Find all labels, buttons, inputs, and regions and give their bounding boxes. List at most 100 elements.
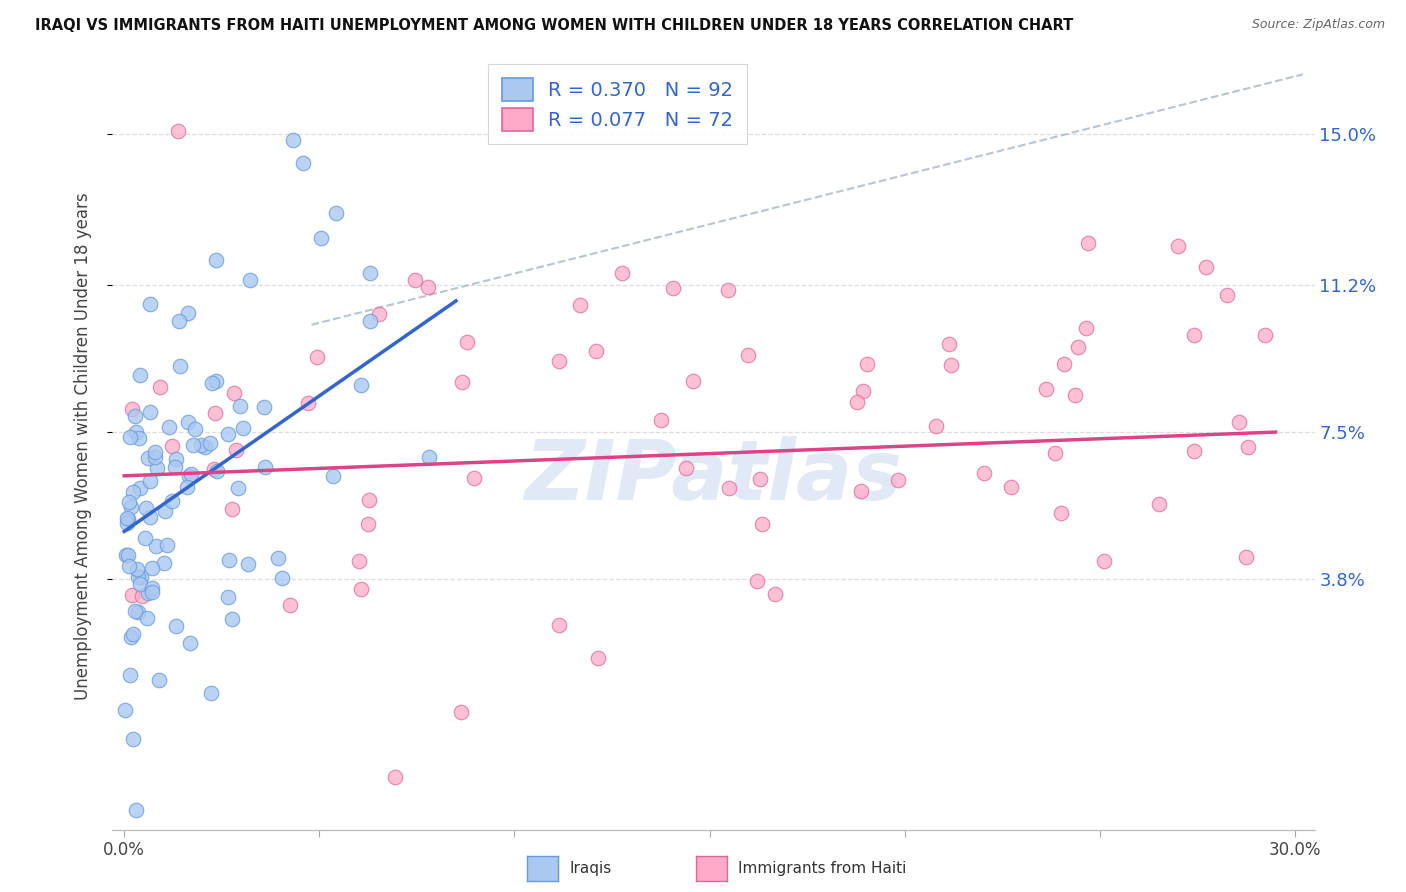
Point [141, 584, 163, 599]
Point [586, 651, 609, 665]
Point [122, 626, 145, 640]
Point [121, 401, 143, 416]
Point [114, 703, 136, 717]
Point [145, 539, 167, 553]
Point [163, 460, 186, 475]
Point [612, 266, 634, 280]
Point [118, 667, 141, 681]
Point [1094, 553, 1116, 567]
Point [1053, 357, 1076, 371]
Point [143, 450, 166, 465]
Point [218, 553, 240, 567]
Point [281, 133, 304, 147]
Text: Source: ZipAtlas.com: Source: ZipAtlas.com [1251, 18, 1385, 31]
Point [125, 803, 148, 817]
Point [278, 598, 301, 612]
Point [141, 581, 163, 595]
Point [765, 587, 787, 601]
Point [122, 731, 145, 746]
Point [357, 517, 380, 532]
Point [222, 386, 245, 401]
Point [139, 474, 162, 488]
Point [887, 473, 910, 487]
Point [160, 494, 183, 508]
Point [124, 604, 146, 618]
Point [149, 380, 172, 394]
Point [322, 468, 344, 483]
Point [846, 394, 869, 409]
Point [225, 442, 247, 457]
Point [162, 439, 184, 453]
Point [650, 413, 672, 427]
Point [127, 605, 149, 619]
Point [751, 517, 773, 532]
Point [229, 399, 252, 413]
Point [200, 435, 222, 450]
Point [717, 283, 740, 297]
Point [124, 409, 146, 424]
Point [136, 610, 159, 624]
Point [717, 481, 740, 495]
Point [120, 630, 142, 644]
Point [1227, 415, 1250, 429]
Point [1254, 327, 1277, 342]
Text: Iraqis: Iraqis [569, 862, 612, 876]
Point [347, 554, 370, 568]
Point [181, 438, 204, 452]
Point [117, 511, 139, 525]
Point [938, 337, 960, 351]
Point [368, 307, 391, 321]
Point [221, 612, 243, 626]
Point [418, 280, 440, 294]
Point [675, 461, 697, 475]
Point [359, 313, 381, 327]
Point [450, 705, 472, 719]
Point [1182, 444, 1205, 458]
Point [418, 450, 440, 464]
Point [271, 570, 294, 584]
Point [205, 252, 228, 267]
Point [1234, 549, 1257, 564]
Point [129, 570, 152, 584]
Point [166, 451, 188, 466]
Point [139, 510, 162, 524]
Point [114, 548, 136, 562]
Point [547, 354, 569, 368]
Point [176, 480, 198, 494]
Point [1063, 387, 1085, 401]
Point [205, 374, 228, 388]
Point [157, 420, 180, 434]
Point [205, 464, 228, 478]
Point [118, 495, 141, 509]
Point [737, 348, 759, 362]
Point [141, 561, 163, 575]
Point [204, 406, 226, 420]
Point [682, 374, 704, 388]
Point [201, 376, 224, 390]
Point [128, 368, 150, 383]
Point [456, 335, 478, 350]
Point [177, 469, 200, 483]
Point [146, 461, 169, 475]
Point [1237, 440, 1260, 454]
Point [135, 501, 157, 516]
Text: ZIPatlas: ZIPatlas [524, 436, 903, 517]
Point [1194, 260, 1216, 274]
Point [138, 585, 160, 599]
Point [1216, 288, 1239, 302]
Point [253, 400, 276, 414]
Point [128, 577, 150, 591]
Point [221, 501, 243, 516]
Point [941, 358, 963, 372]
Point [1182, 328, 1205, 343]
Point [128, 431, 150, 445]
Point [855, 357, 877, 371]
Point [169, 359, 191, 373]
Point [167, 124, 190, 138]
Point [350, 377, 373, 392]
Point [266, 550, 288, 565]
Point [226, 481, 249, 495]
Point [127, 570, 149, 584]
Point [236, 557, 259, 571]
Point [292, 156, 315, 170]
